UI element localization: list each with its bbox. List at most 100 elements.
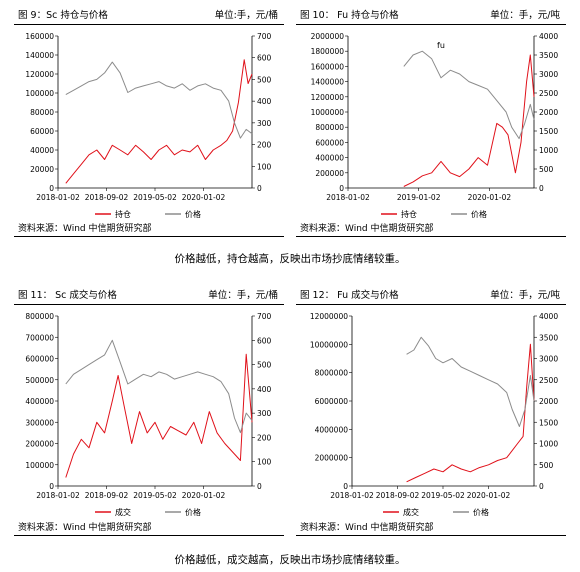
right-tick-label: 600 (257, 54, 272, 63)
right-tick-label: 600 (257, 336, 272, 345)
left-tick-label: 8000000 (315, 369, 349, 378)
left-tick-label: 1600000 (311, 62, 345, 71)
source-text: 资料来源：Wind 中信期货研究部 (300, 224, 434, 234)
left-tick-label: 200000 (25, 440, 54, 449)
right-tick-label: 4000 (539, 32, 558, 41)
chart-inner-title: fu (437, 41, 445, 50)
legend-label: 价格 (473, 507, 489, 517)
observation-note: 价格越低，成交越高，反映出市场抄底情绪较重。 (174, 554, 406, 566)
chart-header: 图 10： Fu 持仓与价格 单位：手，元/吨 (296, 4, 566, 25)
chart-unit: 单位：手，元/桶 (208, 290, 278, 301)
series-line-primary (65, 353, 253, 478)
series-line-price (403, 50, 535, 140)
legend-label: 持仓 (401, 209, 417, 219)
right-tick-label: 0 (539, 482, 544, 491)
left-tick-label: 140000 (25, 51, 54, 60)
left-tick-label: 40000 (30, 146, 54, 155)
x-tick-label: 2018-01-02 (36, 193, 80, 202)
right-tick-label: 200 (257, 433, 272, 442)
right-tick-label: 700 (257, 32, 272, 41)
right-tick-label: 500 (257, 75, 272, 84)
left-tick-label: 10000000 (310, 340, 348, 349)
x-tick-label: 2018-01-02 (326, 193, 370, 202)
left-tick-label: 6000000 (315, 397, 349, 406)
right-tick-label: 1000 (539, 440, 558, 449)
chart-header: 图 9：Sc 持仓与价格 单位:手，元/桶 (14, 4, 284, 25)
right-tick-label: 500 (539, 461, 554, 470)
observation-note: 价格越低，持仓越高，反映出市场抄底情绪较重。 (174, 253, 406, 265)
left-tick-label: 120000 (25, 70, 54, 79)
left-tick-label: 400000 (315, 154, 344, 163)
source-note: 资料来源：Wind 中信期货研究部 (14, 220, 284, 237)
source-note: 资料来源：Wind 中信期货研究部 (14, 519, 284, 536)
left-tick-label: 1000000 (311, 108, 345, 117)
source-text: 资料来源：Wind 中信期货研究部 (300, 523, 434, 533)
x-tick-label: 2018-01-02 (36, 491, 80, 500)
series-line-primary (65, 59, 253, 184)
chart-unit: 单位:手，元/桶 (214, 10, 278, 21)
legend-label: 价格 (185, 507, 201, 517)
right-tick-label: 3500 (539, 333, 558, 342)
legend-label: 价格 (471, 209, 487, 219)
chart-panel-sc-volume: 图 11： Sc 成交与价格 单位：手，元/桶 0 100000 200000 300… (14, 284, 284, 539)
left-tick-label: 60000 (30, 127, 54, 136)
x-tick-label: 2019-05-02 (133, 193, 177, 202)
chart-header: 图 11： Sc 成交与价格 单位：手，元/桶 (14, 284, 284, 305)
source-note: 资料来源：Wind 中信期货研究部 (296, 519, 566, 536)
right-tick-label: 400 (257, 385, 272, 394)
right-tick-label: 2000 (539, 108, 558, 117)
right-tick-label: 2000 (539, 397, 558, 406)
left-tick-label: 160000 (25, 32, 54, 41)
left-tick-label: 0 (49, 482, 54, 491)
chart-fu-volume-price: 0 2000000 4000000 6000000 8000000 10000000 120… (310, 312, 559, 517)
right-tick-label: 3500 (539, 51, 558, 60)
series-line-primary (403, 54, 535, 187)
right-tick-label: 1500 (539, 127, 558, 136)
x-tick-label: 2020-01-02 (182, 193, 226, 202)
right-tick-label: 400 (257, 97, 272, 106)
left-tick-label: 200000 (315, 169, 344, 178)
left-tick-label: 12000000 (310, 312, 348, 321)
chart-fu-position-price: 0 200000 400000 600000 800000 1000000 1200000 1… (311, 32, 559, 219)
chart-panel-fu-position: 图 10： Fu 持仓与价格 单位：手，元/吨 0 200000 400000 600… (296, 4, 566, 240)
left-tick-label: 0 (339, 184, 344, 193)
left-tick-label: 4000000 (315, 425, 349, 434)
series-line-price (406, 336, 535, 427)
left-tick-label: 0 (49, 184, 54, 193)
series-line-price (65, 61, 253, 139)
x-tick-label: 2019-05-02 (133, 491, 177, 500)
chart-title: 图 11： Sc 成交与价格 (18, 290, 117, 301)
left-tick-label: 100000 (25, 89, 54, 98)
source-text: 资料来源：Wind 中信期货研究部 (18, 523, 152, 533)
x-tick-label: 2019-05-02 (421, 491, 465, 500)
x-tick-label: 2018-01-02 (330, 491, 374, 500)
left-tick-label: 600000 (25, 355, 54, 364)
legend-label: 价格 (185, 209, 201, 219)
right-tick-label: 4000 (539, 312, 558, 321)
right-tick-label: 200 (257, 141, 272, 150)
right-tick-label: 300 (257, 409, 272, 418)
left-tick-label: 0 (343, 482, 348, 491)
left-tick-label: 2000000 (311, 32, 345, 41)
right-tick-label: 1500 (539, 418, 558, 427)
chart-title: 图 10： Fu 持仓与价格 (300, 10, 399, 21)
right-tick-label: 100 (257, 162, 272, 171)
right-tick-label: 2500 (539, 376, 558, 385)
left-tick-label: 1400000 (311, 78, 345, 87)
right-tick-label: 500 (257, 361, 272, 370)
chart-panel-sc-position: 图 9：Sc 持仓与价格 单位:手，元/桶 0 20000 40000 60000 80… (14, 4, 284, 240)
left-tick-label: 1800000 (311, 47, 345, 56)
x-tick-label: 2019-01-02 (397, 193, 441, 202)
right-tick-label: 100 (257, 458, 272, 467)
left-tick-label: 500000 (25, 376, 54, 385)
chart-sc-volume-price: 0 100000 200000 300000 400000 500000 600000 700… (25, 312, 272, 517)
left-tick-label: 700000 (25, 333, 54, 342)
left-tick-label: 2000000 (315, 454, 349, 463)
x-tick-label: 2018-09-02 (85, 491, 129, 500)
x-tick-label: 2020-01-02 (182, 491, 226, 500)
x-tick-label: 2020-01-02 (468, 193, 512, 202)
right-tick-label: 3000 (539, 70, 558, 79)
left-tick-label: 20000 (30, 165, 54, 174)
chart-panel-fu-volume: 图 12： Fu 成交与价格 单位：手，元/吨 0 2000000 4000000 6… (296, 284, 566, 539)
left-tick-label: 600000 (315, 138, 344, 147)
